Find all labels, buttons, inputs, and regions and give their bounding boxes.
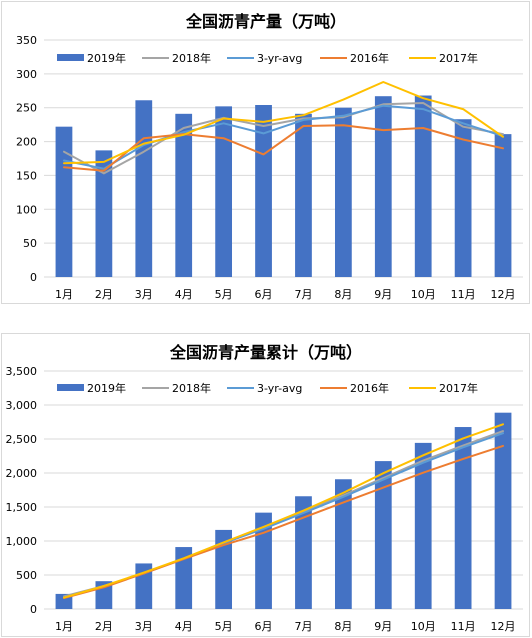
bar-2019年 (494, 134, 512, 277)
bar-2019年 (215, 529, 233, 609)
y-tick-label: 3,000 (6, 399, 38, 412)
x-tick-label: 10月 (411, 288, 436, 301)
x-tick-label: 12月 (491, 288, 516, 301)
x-tick-label: 10月 (411, 620, 436, 633)
bar-2019年 (414, 95, 432, 277)
bar-2019年 (255, 512, 272, 609)
monthly-production-chart: 全国沥青产量（万吨） 0 50 100 150 200 250 300 350 1月 2月 3月 4月… (1, 1, 530, 304)
bar-2019年 (334, 107, 352, 277)
monthly-production-chart-svg: 全国沥青产量（万吨） 0 50 100 150 200 250 300 350 1月 2月 3月 4月… (16, 12, 523, 301)
bar-2019年 (374, 96, 392, 278)
bar-2019年 (135, 100, 153, 277)
y-tick-label: 1,500 (6, 501, 38, 514)
legend-label: 2019年 (87, 51, 126, 65)
x-tick-label: 7月 (294, 288, 312, 301)
y-tick-label: 0 (30, 603, 37, 616)
y-tick-label: 50 (23, 237, 37, 250)
bar-2019年 (454, 427, 472, 609)
y-tick-label: 0 (30, 271, 37, 284)
bar-2019年 (374, 461, 392, 609)
legend-label: 2017年 (439, 51, 478, 65)
bar-2019年 (215, 106, 233, 277)
series-line-2017年 (63, 81, 504, 165)
series-line-2017年 (63, 423, 504, 599)
cumulative-production-chart-svg: 全国沥青产量累计（万吨） 0 500 1,000 1,500 2,000 2,500 3,0… (6, 343, 523, 633)
legend-label: 2017年 (439, 381, 478, 395)
y-tick-label: 2,500 (6, 433, 38, 446)
cumulative-production-chart: 全国沥青产量累计（万吨） 0 500 1,000 1,500 2,000 2,500 3,0… (1, 333, 530, 637)
bar-2019年 (494, 412, 512, 609)
x-tick-label: 3月 (135, 288, 153, 301)
legend-label: 3-yr-avg (257, 382, 302, 395)
y-tick-label: 250 (16, 102, 37, 115)
y-tick-label: 100 (16, 203, 37, 216)
bar-2019年 (255, 105, 272, 278)
chart-title: 全国沥青产量累计（万吨） (169, 343, 362, 362)
y-tick-label: 1,000 (6, 535, 38, 548)
legend-label: 2019年 (87, 381, 126, 395)
legend-label: 2018年 (172, 381, 211, 395)
series-line-2018年 (63, 430, 504, 598)
series-line-2016年 (63, 124, 504, 172)
bar-2019年 (175, 547, 193, 609)
x-tick-label: 4月 (175, 620, 193, 633)
legend-label: 2016年 (350, 51, 389, 65)
y-tick-label: 200 (16, 136, 37, 149)
x-tick-label: 9月 (374, 620, 392, 633)
x-tick-label: 2月 (95, 620, 113, 633)
series-line-3-yr-avg (63, 432, 504, 599)
y-tick-label: 150 (16, 169, 37, 182)
x-tick-label: 11月 (451, 620, 476, 633)
x-tick-label: 1月 (55, 288, 73, 301)
x-tick-label: 4月 (175, 288, 193, 301)
series-line-3-yr-avg (63, 104, 504, 170)
y-tick-label: 3,500 (6, 365, 38, 378)
bar-2019年 (334, 479, 352, 609)
x-tick-label: 7月 (294, 620, 312, 633)
legend-label: 3-yr-avg (257, 52, 302, 65)
bar-2019年 (175, 113, 193, 278)
series-line-2018年 (63, 102, 504, 175)
x-tick-label: 12月 (491, 620, 516, 633)
x-tick-label: 6月 (255, 288, 273, 301)
legend-swatch (57, 384, 84, 391)
bar-2019年 (295, 113, 312, 278)
y-tick-label: 350 (16, 34, 37, 47)
x-tick-label: 5月 (215, 288, 233, 301)
bar-2019年 (295, 496, 312, 609)
x-tick-label: 11月 (451, 288, 476, 301)
y-tick-label: 500 (16, 569, 37, 582)
legend-label: 2016年 (350, 381, 389, 395)
x-tick-label: 6月 (255, 620, 273, 633)
bar-2019年 (95, 150, 113, 277)
bar-2019年 (414, 442, 432, 609)
x-tick-label: 5月 (215, 620, 233, 633)
bar-2019年 (55, 126, 73, 277)
bar-2019年 (454, 119, 472, 278)
x-tick-label: 1月 (55, 620, 73, 633)
chart-title: 全国沥青产量（万吨） (185, 12, 346, 31)
x-tick-label: 2月 (95, 288, 113, 301)
legend-swatch (57, 54, 84, 61)
x-tick-label: 9月 (374, 288, 392, 301)
x-tick-label: 8月 (334, 620, 352, 633)
legend-label: 2018年 (172, 51, 211, 65)
y-tick-label: 2,000 (6, 467, 38, 480)
x-tick-label: 8月 (334, 288, 352, 301)
y-tick-label: 300 (16, 68, 37, 81)
x-tick-label: 3月 (135, 620, 153, 633)
